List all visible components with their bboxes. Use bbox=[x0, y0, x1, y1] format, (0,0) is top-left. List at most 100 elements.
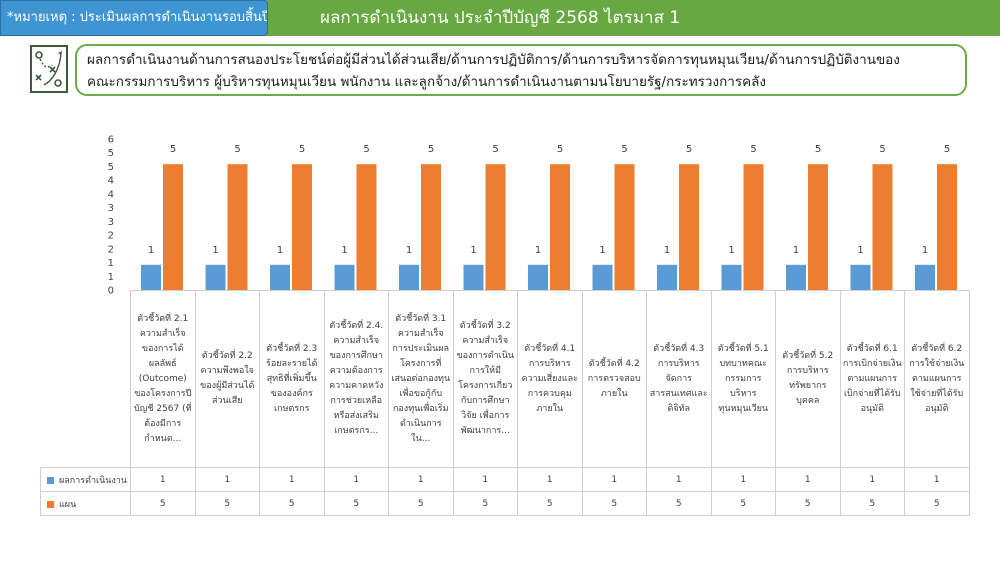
data-label-plan: 5 bbox=[492, 144, 498, 155]
category-text: ตัวชี้วัดที่ 2.3 ร้อยละรายได้สุทธิที่เพิ… bbox=[266, 343, 318, 414]
chart-data-table: ตัวชี้วัดที่ 2.1 ความสำเร็จของการได้ผลลั… bbox=[40, 290, 970, 516]
data-label-plan: 5 bbox=[234, 144, 240, 155]
y-tick-label: 2 bbox=[108, 244, 114, 255]
table-value-cell: 1 bbox=[904, 467, 970, 492]
y-tick-label: 1 bbox=[108, 258, 114, 269]
bar-actual bbox=[334, 264, 355, 290]
data-label-plan: 5 bbox=[944, 144, 950, 155]
table-value-cell: 1 bbox=[259, 467, 325, 492]
table-corner bbox=[40, 290, 131, 468]
table-value-cell: 5 bbox=[452, 491, 518, 516]
y-tick-label: 5 bbox=[108, 148, 114, 159]
data-label-actual: 1 bbox=[922, 245, 928, 256]
bar-actual bbox=[721, 264, 742, 290]
bar-actual bbox=[399, 264, 419, 290]
category-label: ตัวชี้วัดที่ 2.4. ความสำเร็จของการศึกษาค… bbox=[323, 290, 389, 468]
table-value-cell: 1 bbox=[775, 467, 841, 492]
data-label-actual: 1 bbox=[341, 245, 347, 256]
bar-actual bbox=[141, 264, 161, 290]
data-label-actual: 1 bbox=[664, 245, 670, 256]
category-text: ตัวชี้วัดที่ 2.1 ความสำเร็จของการได้ผลลั… bbox=[133, 313, 192, 444]
y-tick-label: 5 bbox=[108, 162, 114, 173]
table-value-cell: 5 bbox=[646, 491, 712, 516]
y-tick-label: 3 bbox=[108, 217, 114, 228]
table-value-cell: 1 bbox=[130, 467, 196, 492]
data-label-actual: 1 bbox=[212, 245, 218, 256]
data-label-plan: 5 bbox=[621, 144, 627, 155]
category-label: ตัวชี้วัดที่ 3.2 ความสำเร็จของการดำเนินก… bbox=[452, 290, 518, 468]
category-label: ตัวชี้วัดที่ 4.3 การบริหารจัดการสารสนเทศ… bbox=[646, 290, 712, 468]
category-label: ตัวชี้วัดที่ 6.2 การใช้จ่ายเงินตามแผนการ… bbox=[904, 290, 970, 468]
bar-plan bbox=[937, 164, 957, 290]
bar-plan bbox=[163, 164, 183, 290]
table-value-cell: 1 bbox=[581, 467, 647, 492]
table-value-cell: 1 bbox=[323, 467, 389, 492]
bar-plan bbox=[550, 164, 570, 290]
note-tab: *หมายเหตุ : ประเมินผลการดำเนินงานรอบสิ้น… bbox=[0, 0, 268, 36]
category-text: ตัวชี้วัดที่ 6.2 การใช้จ่ายเงินตามแผนการ… bbox=[909, 343, 965, 414]
series-head-plan: แผน bbox=[40, 491, 131, 516]
table-value-cell: 1 bbox=[194, 467, 260, 492]
table-value-cell: 1 bbox=[710, 467, 776, 492]
category-text: ตัวชี้วัดที่ 5.1 บทบาทคณะกรรมการบริหารทุ… bbox=[717, 343, 769, 414]
data-label-plan: 5 bbox=[299, 144, 305, 155]
category-text: ตัวชี้วัดที่ 4.2 การตรวจสอบภายใน bbox=[587, 358, 641, 399]
data-label-plan: 5 bbox=[879, 144, 885, 155]
bar-plan bbox=[872, 164, 893, 290]
series-head-actual: ผลการดำเนินงาน bbox=[40, 467, 131, 492]
data-label-plan: 5 bbox=[363, 144, 369, 155]
category-label: ตัวชี้วัดที่ 6.1 การเบิกจ่ายเงินตามแผนกา… bbox=[839, 290, 905, 468]
bar-plan bbox=[485, 164, 506, 290]
table-value-cell: 5 bbox=[388, 491, 454, 516]
legend-key-actual bbox=[47, 476, 54, 484]
data-label-actual: 1 bbox=[535, 245, 541, 256]
bar-actual bbox=[463, 264, 484, 290]
category-label: ตัวชี้วัดที่ 2.3 ร้อยละรายได้สุทธิที่เพิ… bbox=[259, 290, 325, 468]
category-text: ตัวชี้วัดที่ 6.1 การเบิกจ่ายเงินตามแผนกา… bbox=[842, 343, 902, 414]
data-label-actual: 1 bbox=[793, 245, 799, 256]
data-label-plan: 5 bbox=[557, 144, 563, 155]
table-value-cell: 1 bbox=[388, 467, 454, 492]
y-tick-label: 2 bbox=[108, 231, 114, 242]
bar-plan bbox=[292, 164, 312, 290]
category-row: ตัวชี้วัดที่ 2.1 ความสำเร็จของการได้ผลลั… bbox=[40, 290, 970, 468]
category-label: ตัวชี้วัดที่ 4.2 การตรวจสอบภายใน bbox=[581, 290, 647, 468]
table-value-cell: 5 bbox=[194, 491, 260, 516]
data-label-actual: 1 bbox=[406, 245, 412, 256]
bar-plan bbox=[614, 164, 635, 290]
table-value-cell: 5 bbox=[775, 491, 841, 516]
table-value-cell: 5 bbox=[904, 491, 970, 516]
bar-plan bbox=[421, 164, 441, 290]
category-label: ตัวชี้วัดที่ 5.1 บทบาทคณะกรรมการบริหารทุ… bbox=[710, 290, 776, 468]
data-label-actual: 1 bbox=[277, 245, 283, 256]
page-title: ผลการดำเนินงาน ประจำปีบัญชี 2568 ไตรมาส … bbox=[320, 8, 681, 28]
y-tick-label: 3 bbox=[108, 203, 114, 214]
category-text: ตัวชี้วัดที่ 3.1 ความสำเร็จการประเมินผลโ… bbox=[391, 313, 451, 444]
category-label: ตัวชี้วัดที่ 4.1 การบริหารความเสี่ยงและก… bbox=[517, 290, 583, 468]
category-text: ตัวชี้วัดที่ 4.1 การบริหารความเสี่ยงและก… bbox=[521, 343, 578, 414]
bar-actual bbox=[205, 264, 226, 290]
bar-plan bbox=[743, 164, 764, 290]
category-text: ตัวชี้วัดที่ 2.2 ความพึงพอใจของผู้มีส่วน… bbox=[200, 351, 255, 406]
y-tick-label: 4 bbox=[108, 189, 114, 200]
bar-actual bbox=[915, 264, 935, 290]
category-text: ตัวชี้วัดที่ 3.2 ความสำเร็จของการดำเนินก… bbox=[456, 321, 515, 436]
category-label: ตัวชี้วัดที่ 2.1 ความสำเร็จของการได้ผลลั… bbox=[130, 290, 196, 468]
bar-actual bbox=[270, 264, 290, 290]
category-label: ตัวชี้วัดที่ 3.1 ความสำเร็จการประเมินผลโ… bbox=[388, 290, 454, 468]
data-label-actual: 1 bbox=[148, 245, 154, 256]
data-label-actual: 1 bbox=[599, 245, 605, 256]
table-value-cell: 5 bbox=[259, 491, 325, 516]
category-label: ตัวชี้วัดที่ 2.2 ความพึงพอใจของผู้มีส่วน… bbox=[194, 290, 260, 468]
data-label-plan: 5 bbox=[750, 144, 756, 155]
criteria-line-2: คณะกรรมการบริหาร ผู้บริหารทุนหมุนเวียน พ… bbox=[87, 74, 767, 90]
legend-key-plan bbox=[47, 500, 54, 508]
category-text: ตัวชี้วัดที่ 2.4. ความสำเร็จของการศึกษาค… bbox=[329, 321, 384, 436]
bar-plan bbox=[679, 164, 699, 290]
y-tick-label: 1 bbox=[108, 272, 114, 283]
table-value-cell: 5 bbox=[581, 491, 647, 516]
table-value-cell: 5 bbox=[323, 491, 389, 516]
